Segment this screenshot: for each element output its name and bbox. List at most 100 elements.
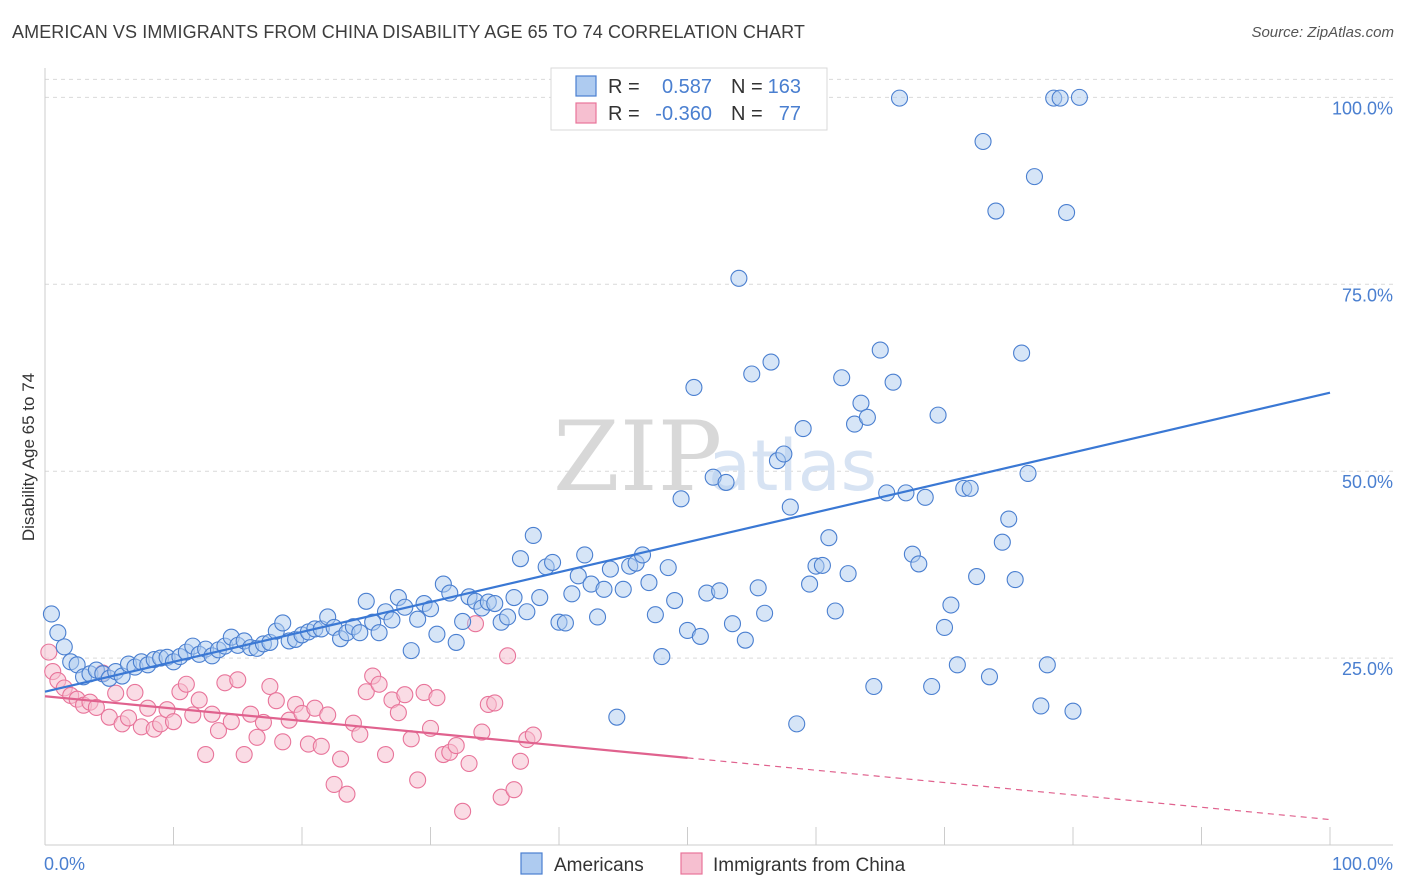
legend-china-label: Immigrants from China — [713, 855, 906, 876]
americans-point-121 — [820, 529, 838, 547]
americans-point-112 — [762, 353, 780, 371]
china-r-label: R = — [608, 103, 640, 125]
china-point-71 — [492, 788, 510, 806]
americans-point-128 — [865, 677, 883, 696]
americans-point-123 — [833, 369, 851, 387]
china-point-45 — [325, 775, 343, 793]
americans-point-85 — [588, 608, 607, 626]
americans-point-126 — [852, 394, 870, 412]
americans-point-104 — [711, 582, 729, 600]
americans-point-59 — [421, 600, 440, 618]
legend-americans-swatch — [520, 852, 543, 875]
americans-point-71 — [499, 608, 517, 626]
americans-point-151 — [1013, 344, 1031, 362]
americans-point-2 — [55, 638, 73, 656]
china-swatch — [575, 102, 597, 124]
americans-point-53 — [383, 611, 401, 629]
americans-point-105 — [717, 473, 735, 491]
americans-point-51 — [370, 624, 388, 642]
americans-point-83 — [576, 546, 594, 564]
china-point-25 — [197, 745, 215, 764]
china-point-58 — [409, 771, 427, 789]
x-tick-label-min: 0.0% — [44, 854, 85, 874]
americans-swatch — [575, 75, 597, 97]
china-point-66 — [460, 754, 478, 773]
americans-point-75 — [524, 526, 542, 545]
americans-point-87 — [601, 560, 619, 578]
americans-point-49 — [357, 592, 375, 610]
americans-point-81 — [563, 585, 581, 603]
china-n-label: N = — [731, 103, 763, 125]
americans-point-116 — [788, 715, 806, 733]
china-point-27 — [209, 722, 228, 740]
americans-point-80 — [556, 614, 574, 632]
grid — [45, 78, 1393, 659]
china-point-26 — [203, 705, 221, 723]
americans-point-95 — [653, 648, 671, 666]
americans-point-130 — [878, 484, 896, 502]
americans-point-97 — [666, 591, 684, 610]
americans-n-value: 163 — [768, 76, 801, 98]
china-point-30 — [229, 671, 247, 689]
americans-point-0 — [42, 605, 60, 623]
americans-point-149 — [1000, 510, 1018, 528]
americans-point-36 — [274, 614, 292, 632]
china-point-46 — [331, 750, 350, 768]
source-label: Source: ZipAtlas.com — [1251, 24, 1394, 41]
china-point-76 — [524, 726, 542, 744]
americans-r-value: 0.587 — [662, 76, 712, 98]
legend-china-swatch — [680, 852, 703, 875]
americans-point-73 — [511, 550, 530, 568]
china-point-49 — [351, 725, 369, 743]
china-point-50 — [357, 683, 375, 701]
china-point-47 — [338, 785, 356, 803]
americans-point-120 — [813, 556, 831, 574]
americans-point-155 — [1038, 656, 1056, 674]
y-tick-label-100: 100.0% — [1332, 98, 1393, 118]
x-tick-labels: 0.0% 100.0% — [44, 854, 1393, 874]
stats-legend-box — [550, 67, 828, 131]
americans-point-148 — [993, 533, 1011, 551]
americans-point-100 — [685, 378, 703, 397]
x-tick-label-max: 100.0% — [1332, 854, 1393, 874]
americans-point-48 — [351, 624, 369, 642]
china-trend-line — [44, 695, 688, 759]
americans-point-74 — [518, 603, 536, 621]
americans-point-76 — [531, 588, 549, 607]
y-axis-title: Disability Age 65 to 74 — [19, 373, 38, 541]
americans-point-153 — [1025, 168, 1043, 186]
china-trend-line-extrapolated — [687, 757, 1331, 821]
americans-point-114 — [775, 445, 793, 463]
china-point-43 — [312, 737, 330, 755]
china-point-14 — [126, 683, 144, 702]
china-point-55 — [389, 704, 407, 722]
china-n-value: 77 — [779, 103, 801, 125]
watermark-atlas: atlas — [708, 425, 877, 507]
americans-trend-line — [44, 391, 1331, 693]
americans-point-152 — [1019, 464, 1037, 482]
americans-point-88 — [608, 708, 626, 726]
china-point-33 — [248, 728, 266, 746]
americans-point-127 — [858, 408, 876, 426]
y-tick-labels: 25.0% 50.0% 75.0% 100.0% — [1332, 98, 1393, 679]
americans-point-159 — [1064, 702, 1082, 720]
china-point-74 — [511, 752, 530, 770]
china-point-29 — [222, 713, 240, 731]
chart-title: AMERICAN VS IMMIGRANTS FROM CHINA DISABI… — [12, 22, 805, 42]
americans-point-69 — [486, 594, 504, 613]
americans-point-110 — [749, 579, 767, 597]
americans-point-101 — [691, 627, 709, 645]
legend-americans-label: Americans — [554, 855, 644, 876]
americans-point-132 — [890, 89, 909, 107]
americans-point-157 — [1051, 89, 1069, 107]
americans-point-78 — [544, 553, 562, 571]
trend-lines — [44, 391, 1331, 821]
americans-n-label: N = — [731, 76, 763, 98]
americans-point-98 — [672, 490, 690, 508]
china-point-37 — [274, 733, 292, 751]
stats-legend: R = 0.587 N = 163 R = -0.360 N = 77 — [550, 67, 828, 131]
china-point-65 — [454, 802, 472, 820]
china-point-70 — [486, 694, 504, 712]
china-point-44 — [319, 706, 337, 724]
